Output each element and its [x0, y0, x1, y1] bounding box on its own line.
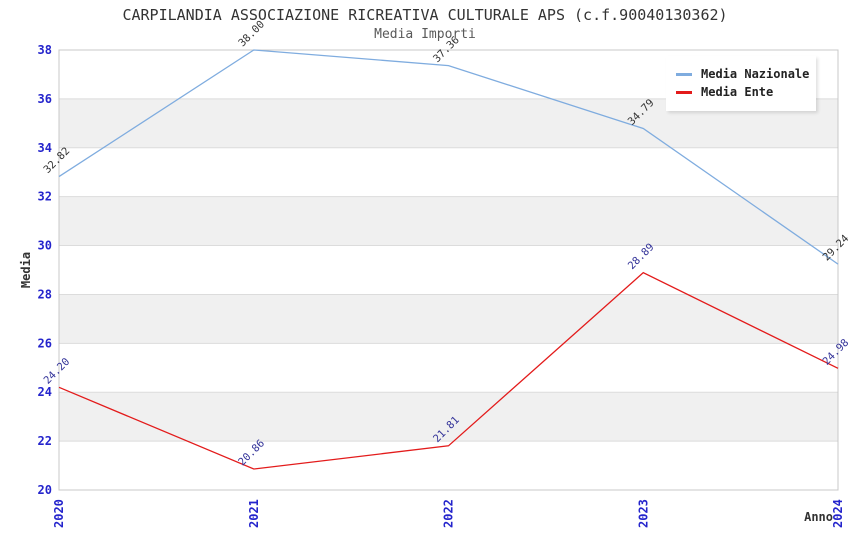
- y-tick-label: 24: [38, 385, 52, 399]
- y-tick-label: 38: [38, 43, 52, 57]
- y-axis-title: Media: [19, 252, 33, 288]
- y-tick-label: 26: [38, 336, 52, 350]
- data-label: 38.00: [236, 18, 267, 49]
- legend-item-media-nazionale: Media Nazionale: [676, 67, 810, 81]
- legend-item-media-ente: Media Ente: [676, 85, 808, 99]
- x-tick-label: 2024: [831, 499, 845, 528]
- legend-line-swatch: [676, 72, 692, 76]
- y-tick-label: 30: [38, 239, 52, 253]
- plot-border: [58, 49, 839, 491]
- legend-label: Media Nazionale: [701, 67, 810, 81]
- legend-label: Media Ente: [701, 85, 774, 99]
- chart-title: CARPILANDIA ASSOCIAZIONE RICREATIVA CULT…: [122, 6, 728, 24]
- y-tick-label: 20: [38, 483, 52, 497]
- x-axis-title: Anno: [804, 510, 833, 524]
- band: [59, 196, 838, 246]
- y-axis-tick-labels: 20 22 24 26 28 30 32 34 36 38: [38, 43, 52, 497]
- background-bands: [59, 98, 838, 442]
- series-line-media-ente: [58, 271, 839, 470]
- x-tick-label: 2022: [442, 499, 456, 528]
- legend-line-swatch: [676, 90, 692, 94]
- data-label: 20.86: [236, 437, 267, 468]
- y-tick-label: 28: [38, 287, 52, 301]
- y-tick-label: 32: [38, 190, 52, 204]
- series-lines: [58, 49, 839, 470]
- x-tick-label: 2020: [52, 499, 66, 528]
- chart-subtitle: Media Importi: [374, 27, 476, 42]
- data-label: 24.20: [41, 356, 72, 387]
- grid-lines: [59, 98, 838, 442]
- band: [59, 392, 838, 442]
- y-tick-label: 34: [38, 141, 52, 155]
- x-axis-tick-labels: 2020 2021 2022 2023 2024: [52, 499, 845, 528]
- y-tick-label: 36: [38, 92, 52, 106]
- x-tick-label: 2021: [247, 499, 261, 528]
- legend: Media Nazionale Media Ente: [666, 56, 816, 111]
- band: [59, 294, 838, 344]
- series-line-media-nazionale: [58, 49, 839, 265]
- x-tick-label: 2023: [636, 499, 650, 528]
- y-tick-label: 22: [38, 434, 52, 448]
